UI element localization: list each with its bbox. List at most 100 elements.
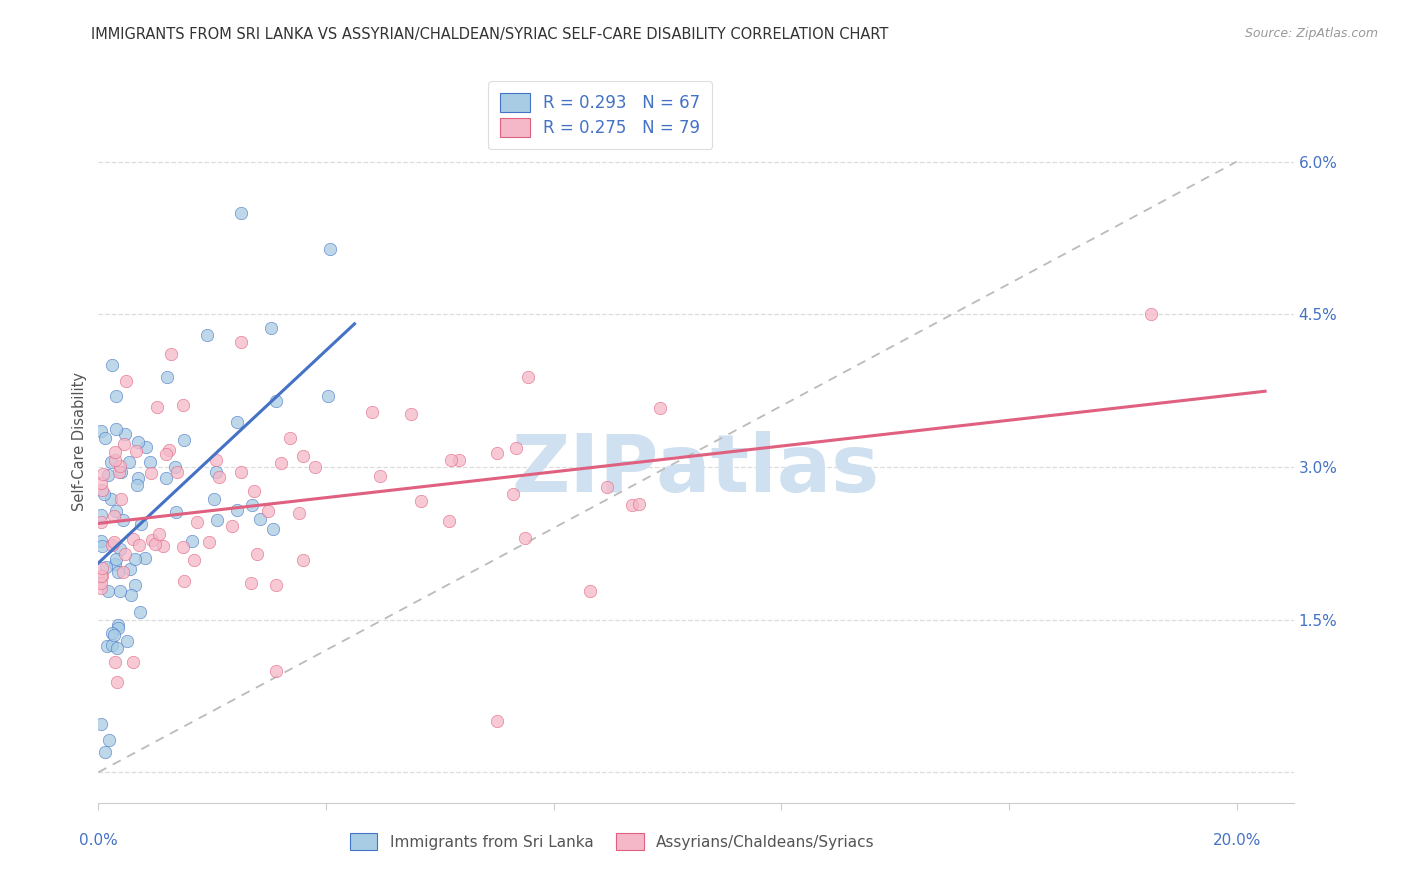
Point xyxy=(280,431,302,445)
Point xyxy=(148,526,170,541)
Point xyxy=(97,584,120,599)
Point xyxy=(124,552,146,566)
Point xyxy=(94,432,117,446)
Point xyxy=(195,328,218,343)
Point xyxy=(515,531,537,545)
Point xyxy=(90,533,112,548)
Point xyxy=(205,512,228,526)
Point xyxy=(91,569,114,583)
Point xyxy=(262,522,284,536)
Point xyxy=(121,532,143,546)
Point xyxy=(115,634,138,648)
Point xyxy=(172,398,194,412)
Point xyxy=(229,334,252,349)
Point xyxy=(368,468,391,483)
Point xyxy=(124,443,146,458)
Point xyxy=(110,465,132,479)
Point xyxy=(107,565,129,579)
Point xyxy=(246,547,269,561)
Point xyxy=(100,455,122,469)
Point xyxy=(447,453,470,467)
Point xyxy=(239,576,262,591)
Point xyxy=(146,400,169,414)
Point xyxy=(226,415,249,429)
Point xyxy=(105,641,128,656)
Point xyxy=(172,540,194,554)
Point xyxy=(152,539,174,553)
Point xyxy=(221,519,243,533)
Point xyxy=(264,577,287,591)
Point xyxy=(260,321,283,335)
Point xyxy=(141,533,163,547)
Point xyxy=(91,560,114,574)
Point xyxy=(118,455,141,469)
Point xyxy=(204,465,226,479)
Point xyxy=(131,516,153,531)
Point xyxy=(97,467,120,482)
Point xyxy=(440,452,463,467)
Text: 0.0%: 0.0% xyxy=(79,833,118,848)
Point xyxy=(91,539,114,553)
Point xyxy=(90,424,112,438)
Point xyxy=(107,621,129,635)
Point xyxy=(155,471,177,485)
Point xyxy=(240,498,263,512)
Point xyxy=(231,465,253,479)
Point xyxy=(264,394,287,409)
Point xyxy=(112,437,135,451)
Text: Source: ZipAtlas.com: Source: ZipAtlas.com xyxy=(1244,27,1378,40)
Point xyxy=(100,626,122,640)
Point xyxy=(103,534,125,549)
Point xyxy=(90,582,112,596)
Point xyxy=(650,401,672,416)
Point xyxy=(291,553,314,567)
Point xyxy=(127,471,149,485)
Point xyxy=(292,449,315,463)
Point xyxy=(125,477,148,491)
Point xyxy=(118,562,141,576)
Point xyxy=(166,465,188,479)
Point xyxy=(257,504,280,518)
Point xyxy=(104,557,127,571)
Point xyxy=(110,459,132,474)
Point xyxy=(157,442,180,457)
Point xyxy=(596,480,619,494)
Point xyxy=(104,445,127,459)
Point xyxy=(485,445,508,459)
Point xyxy=(319,242,342,256)
Point xyxy=(165,505,187,519)
Point xyxy=(173,433,195,447)
Point xyxy=(205,453,228,467)
Point xyxy=(401,407,423,421)
Point xyxy=(620,498,643,512)
Point xyxy=(90,508,112,522)
Point xyxy=(517,370,540,384)
Point xyxy=(101,638,124,652)
Point xyxy=(183,553,205,567)
Point xyxy=(202,491,225,506)
Point xyxy=(134,550,156,565)
Point xyxy=(100,491,122,506)
Point xyxy=(316,389,339,403)
Point xyxy=(90,575,112,590)
Point xyxy=(90,515,112,529)
Point xyxy=(156,370,179,384)
Point xyxy=(249,511,271,525)
Point xyxy=(103,628,125,642)
Point xyxy=(1140,307,1163,321)
Point xyxy=(103,453,125,467)
Point xyxy=(90,475,112,490)
Point xyxy=(90,717,112,731)
Point xyxy=(208,470,231,484)
Point xyxy=(264,664,287,678)
Point xyxy=(505,441,527,455)
Point xyxy=(94,559,117,574)
Point xyxy=(107,465,129,479)
Point xyxy=(155,447,177,461)
Point xyxy=(105,504,128,518)
Point xyxy=(628,497,651,511)
Legend: Immigrants from Sri Lanka, Assyrians/Chaldeans/Syriacs: Immigrants from Sri Lanka, Assyrians/Cha… xyxy=(344,827,880,856)
Point xyxy=(143,536,166,550)
Point xyxy=(104,552,127,566)
Point xyxy=(104,422,127,436)
